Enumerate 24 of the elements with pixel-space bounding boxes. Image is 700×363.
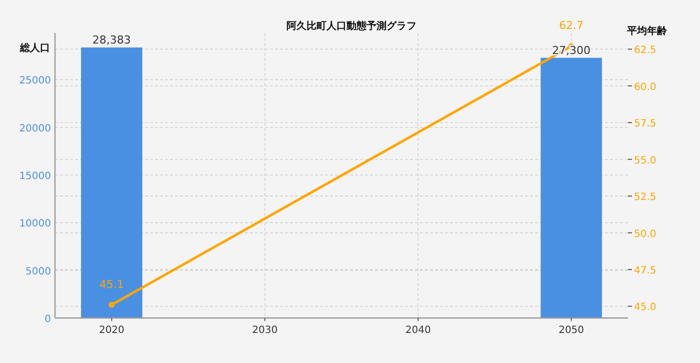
y2-tick-label: 50.0 xyxy=(634,228,656,240)
y-tick-label: 0 xyxy=(44,314,51,325)
data-label: 45.1 xyxy=(99,278,124,291)
data-label: 62.7 xyxy=(559,19,584,32)
y2-axis-title: 平均年齢 xyxy=(626,25,668,37)
y-tick-label: 20000 xyxy=(19,123,51,134)
data-label: 28,383 xyxy=(92,33,131,46)
y2-tick-label: 52.5 xyxy=(634,192,656,204)
y2-tick-label: 62.5 xyxy=(634,45,656,56)
y-axis-title: 総人口 xyxy=(19,42,50,54)
y-tick-label: 10000 xyxy=(19,218,51,230)
chart-title: 阿久比町人口動態予測グラフ xyxy=(286,20,416,32)
y2-tick-label: 57.5 xyxy=(634,118,656,130)
x-tick-label: 2030 xyxy=(252,325,278,336)
x-tick-label: 2050 xyxy=(558,325,584,336)
y-tick-label: 15000 xyxy=(19,171,51,182)
y2-tick-label: 60.0 xyxy=(634,82,656,93)
y-tick-label: 25000 xyxy=(19,76,51,87)
y2-tick-label: 47.5 xyxy=(634,266,656,277)
y2-tick-label: 45.0 xyxy=(634,302,656,314)
y-tick-label: 5000 xyxy=(26,266,51,278)
x-tick-label: 2040 xyxy=(405,325,431,336)
y2-tick-label: 55.0 xyxy=(634,155,656,166)
x-tick-label: 2020 xyxy=(98,325,124,336)
